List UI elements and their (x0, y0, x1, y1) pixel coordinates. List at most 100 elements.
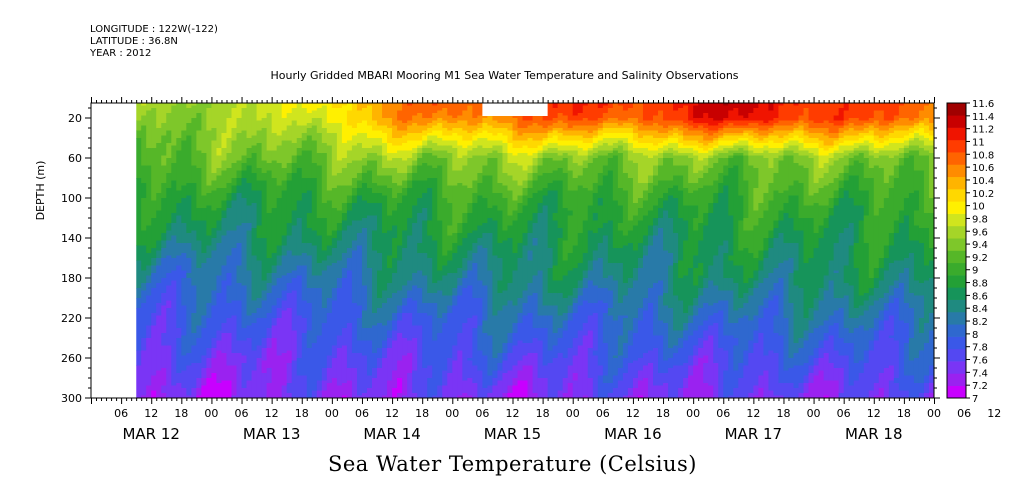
heatmap-cell (236, 185, 243, 194)
heatmap-cell (417, 153, 423, 159)
heatmap-cell (326, 298, 333, 314)
heatmap-cell (663, 210, 669, 252)
heatmap-cell (231, 193, 238, 202)
heatmap-cell (161, 333, 167, 347)
heatmap-cell (487, 175, 494, 209)
heatmap-cell (326, 265, 333, 299)
heatmap-cell (226, 153, 233, 169)
heatmap-cell (291, 290, 298, 332)
heatmap-cell (151, 218, 157, 249)
heatmap-cell (698, 160, 704, 172)
heatmap-cell (186, 233, 192, 244)
heatmap-cell (888, 380, 895, 398)
heatmap-cell (462, 288, 468, 324)
heatmap-cell (537, 315, 544, 329)
heatmap-cell (823, 218, 830, 229)
heatmap-cell (211, 338, 218, 349)
heatmap-cell (833, 273, 840, 299)
heatmap-cell (377, 368, 383, 398)
heatmap-cell (432, 150, 438, 157)
heatmap-cell (803, 103, 810, 109)
heatmap-cell (758, 283, 764, 307)
heatmap-cell (542, 150, 549, 154)
heatmap-cell (537, 158, 544, 167)
heatmap-cell (181, 388, 187, 398)
heatmap-cell (156, 210, 162, 242)
heatmap-cell (166, 345, 172, 398)
heatmap-cell (793, 120, 800, 124)
heatmap-cell (211, 103, 218, 129)
heatmap-cell (828, 183, 835, 199)
heatmap-cell (512, 118, 519, 132)
heatmap-cell (703, 128, 709, 134)
heatmap-cell (397, 110, 403, 122)
heatmap-cell (226, 118, 233, 139)
heatmap-cell (377, 103, 383, 127)
colorbar-label: 8.6 (972, 291, 988, 302)
heatmap-cell (587, 103, 594, 122)
heatmap-cell (321, 203, 328, 219)
heatmap-cell (758, 140, 764, 144)
heatmap-cell (316, 235, 323, 264)
heatmap-cell (181, 198, 187, 224)
heatmap-cell (888, 303, 895, 317)
heatmap-cell (136, 288, 142, 299)
heatmap-cell (768, 248, 775, 274)
heatmap-cell (923, 265, 930, 282)
heatmap-cell (863, 123, 870, 129)
heatmap-cell (853, 103, 860, 119)
heatmap-cell (201, 315, 208, 329)
heatmap-cell (206, 245, 213, 259)
heatmap-cell (136, 298, 142, 309)
heatmap-cell (833, 380, 840, 398)
heatmap-cell (763, 355, 770, 372)
heatmap-cell (617, 153, 624, 189)
heatmap-cell (592, 303, 599, 314)
heatmap-cell (838, 128, 845, 134)
heatmap-cell (597, 140, 604, 147)
heatmap-cell (637, 358, 644, 372)
heatmap-cell (773, 228, 780, 239)
heatmap-cell (642, 215, 649, 237)
heatmap-cell (843, 328, 850, 344)
heatmap-cell (482, 285, 489, 322)
heatmap-cell (813, 193, 820, 204)
heatmap-cell (738, 145, 744, 149)
heatmap-cell (382, 303, 388, 327)
heatmap-cell (241, 388, 248, 398)
heatmap-cell (402, 143, 408, 152)
heatmap-cell (507, 225, 514, 239)
colorbar-frame (946, 102, 967, 399)
heatmap-cell (828, 325, 835, 337)
heatmap-cell (266, 328, 273, 339)
heatmap-cell (452, 133, 458, 142)
heatmap-cell (688, 103, 694, 122)
heatmap-cell (833, 153, 840, 162)
heatmap-cell (788, 195, 795, 219)
heatmap-cell (928, 103, 934, 124)
heatmap-cell (597, 135, 604, 142)
heatmap-cell (627, 123, 634, 129)
heatmap-cell (718, 128, 724, 132)
heatmap-cell (366, 188, 373, 204)
heatmap-cell (382, 168, 388, 177)
heatmap-cell (407, 373, 413, 398)
heatmap-cell (823, 205, 830, 219)
heatmap-cell (462, 223, 468, 239)
heatmap-cell (331, 175, 338, 189)
heatmap-cell (723, 128, 729, 134)
colorbar-label: 10 (972, 202, 985, 213)
heatmap-cell (231, 103, 238, 109)
heatmap-cell (517, 165, 524, 187)
heatmap-cell (522, 245, 529, 292)
heatmap-cell (201, 263, 208, 317)
heatmap-cell (236, 103, 243, 119)
heatmap-cell (316, 103, 323, 109)
heatmap-cell (803, 375, 810, 384)
heatmap-cell (693, 103, 699, 107)
heatmap-cell (201, 208, 208, 222)
heatmap-cell (366, 103, 373, 107)
heatmap-cell (763, 308, 770, 357)
heatmap-cell (688, 135, 694, 142)
heatmap-cell (773, 153, 780, 159)
